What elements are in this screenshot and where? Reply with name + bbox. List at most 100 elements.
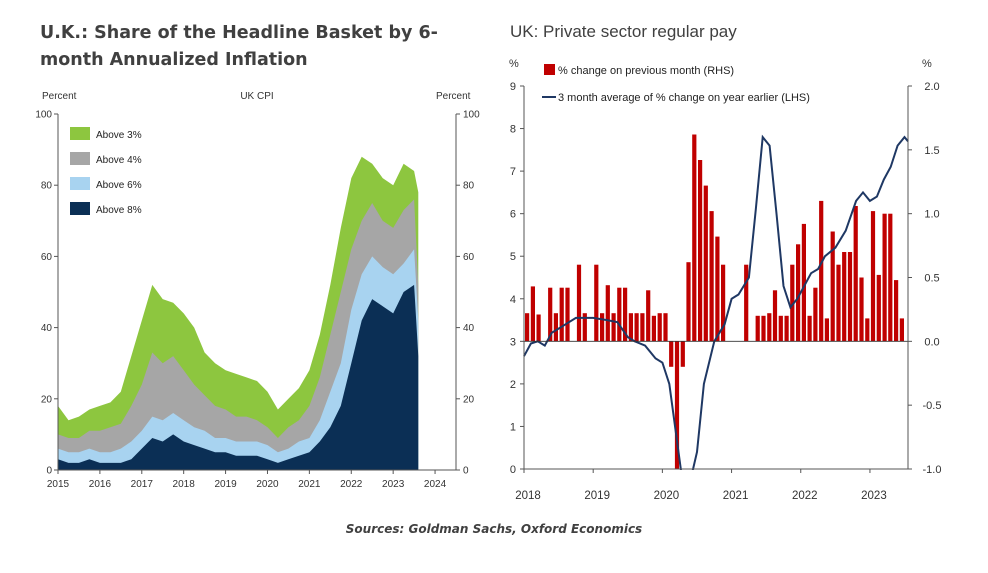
bar	[576, 264, 582, 342]
bar	[744, 264, 749, 342]
right-ytick-label-right: 2.0	[924, 81, 939, 93]
left-ytick-label-left: 40	[41, 323, 53, 334]
bar	[646, 290, 651, 342]
left-xtick-label: 2016	[89, 479, 112, 490]
bar	[686, 262, 691, 342]
bar	[698, 160, 703, 342]
bar	[680, 341, 685, 367]
bar	[721, 264, 726, 342]
bar	[709, 211, 714, 342]
bar	[582, 313, 587, 342]
bar	[617, 287, 622, 342]
right-ytick-label-left: 3	[510, 336, 516, 348]
left-xtick-label: 2021	[298, 479, 321, 490]
left-ytick-label-left: 0	[46, 466, 52, 477]
bar	[772, 290, 778, 342]
bar	[559, 287, 564, 342]
left-xtick-label: 2023	[382, 479, 405, 490]
bar	[669, 341, 674, 367]
bar	[525, 313, 530, 342]
bar	[882, 213, 887, 342]
left-ylabel-right: Percent	[436, 91, 471, 102]
right-ylabel-left: %	[509, 58, 519, 70]
left-xtick-label: 2020	[256, 479, 279, 490]
plot-mask	[494, 470, 988, 510]
bar	[640, 313, 645, 342]
bar	[865, 318, 870, 342]
legend-swatch-bar	[544, 64, 555, 75]
legend-label-bar: % change on previous month (RHS)	[558, 65, 734, 77]
legend-label: Above 4%	[96, 155, 142, 166]
right-ytick-label-right: -0.5	[923, 400, 942, 412]
area-above-8-	[58, 284, 419, 470]
legend-label: Above 8%	[96, 205, 142, 216]
bar	[536, 314, 541, 342]
left-chart-subtitle: UK CPI	[240, 91, 273, 102]
bar	[853, 206, 858, 342]
left-ytick-label-right: 60	[463, 252, 475, 263]
bar	[703, 185, 708, 342]
right-ytick-label-right: 1.5	[924, 145, 939, 157]
left-xtick-label: 2018	[173, 479, 196, 490]
left-xtick-label: 2015	[47, 479, 70, 490]
bar	[859, 277, 864, 342]
bar	[778, 315, 783, 342]
right-chart: 0 1 2 3 4 5 6 7 8 9 -1.0 -0.5 0.0 0.5 1.0 1.5 2.0 2018 201…	[494, 58, 988, 510]
left-ytick-label-left: 80	[41, 181, 53, 192]
right-xtick-label: 2023	[861, 490, 887, 502]
right-xtick-label: 2020	[654, 490, 680, 502]
bar	[813, 287, 818, 342]
bar	[807, 315, 812, 342]
bar	[594, 264, 599, 342]
bar	[674, 341, 680, 469]
right-ytick-label-left: 6	[510, 209, 516, 221]
bar	[830, 231, 835, 342]
bar	[796, 244, 801, 342]
right-ytick-label-right: 1.0	[924, 209, 939, 221]
left-chart-legend: Above 3% Above 4% Above 6% Above 8%	[70, 127, 142, 216]
bar	[842, 252, 847, 342]
right-ytick-label-left: 1	[510, 421, 516, 433]
right-chart-axes: 0 1 2 3 4 5 6 7 8 9 -1.0 -0.5 0.0 0.5 1.0 1.5 2.0 2018 201…	[494, 81, 988, 510]
right-chart-marks	[523, 134, 909, 488]
bar	[870, 211, 876, 342]
bar	[651, 315, 656, 342]
right-xtick-label: 2019	[584, 490, 610, 502]
right-ytick-label-left: 5	[510, 251, 516, 263]
left-xtick-label: 2017	[131, 479, 154, 490]
right-ytick-label-right: 0.5	[924, 273, 939, 285]
bar	[692, 134, 697, 342]
legend-label: Above 3%	[96, 130, 142, 141]
right-ytick-label-left: 0	[510, 464, 516, 476]
legend-swatch	[70, 202, 90, 215]
bar	[530, 286, 535, 342]
left-ytick-label-right: 40	[463, 323, 475, 334]
bar	[565, 287, 570, 342]
right-xtick-label: 2018	[515, 490, 541, 502]
bar	[611, 313, 616, 342]
bar	[847, 252, 853, 342]
legend-swatch	[70, 152, 90, 165]
right-xtick-label: 2021	[723, 490, 749, 502]
right-ylabel-right: %	[922, 58, 932, 70]
bar	[663, 313, 668, 342]
legend-swatch	[70, 177, 90, 190]
left-ytick-label-right: 20	[463, 394, 475, 405]
right-chart-title: UK: Private sector regular pay	[510, 22, 737, 41]
left-ylabel-left: Percent	[42, 91, 77, 102]
right-ytick-label-right: -1.0	[923, 464, 942, 476]
left-xtick-label: 2022	[340, 479, 363, 490]
right-ytick-label-left: 7	[510, 166, 516, 178]
legend-label: Above 6%	[96, 180, 142, 191]
right-ytick-label-left: 9	[510, 81, 516, 93]
left-ytick-label-right: 100	[463, 110, 480, 121]
bar	[761, 315, 766, 342]
bar	[894, 280, 899, 342]
left-ytick-label-right: 0	[463, 466, 469, 477]
left-chart-title: U.K.: Share of the Headline Basket by 6-…	[40, 23, 438, 70]
bar	[634, 313, 639, 342]
legend-label-line: 3 month average of % change on year earl…	[558, 92, 810, 104]
bar	[548, 287, 553, 342]
right-chart-legend: % change on previous month (RHS) 3 month …	[542, 64, 810, 104]
